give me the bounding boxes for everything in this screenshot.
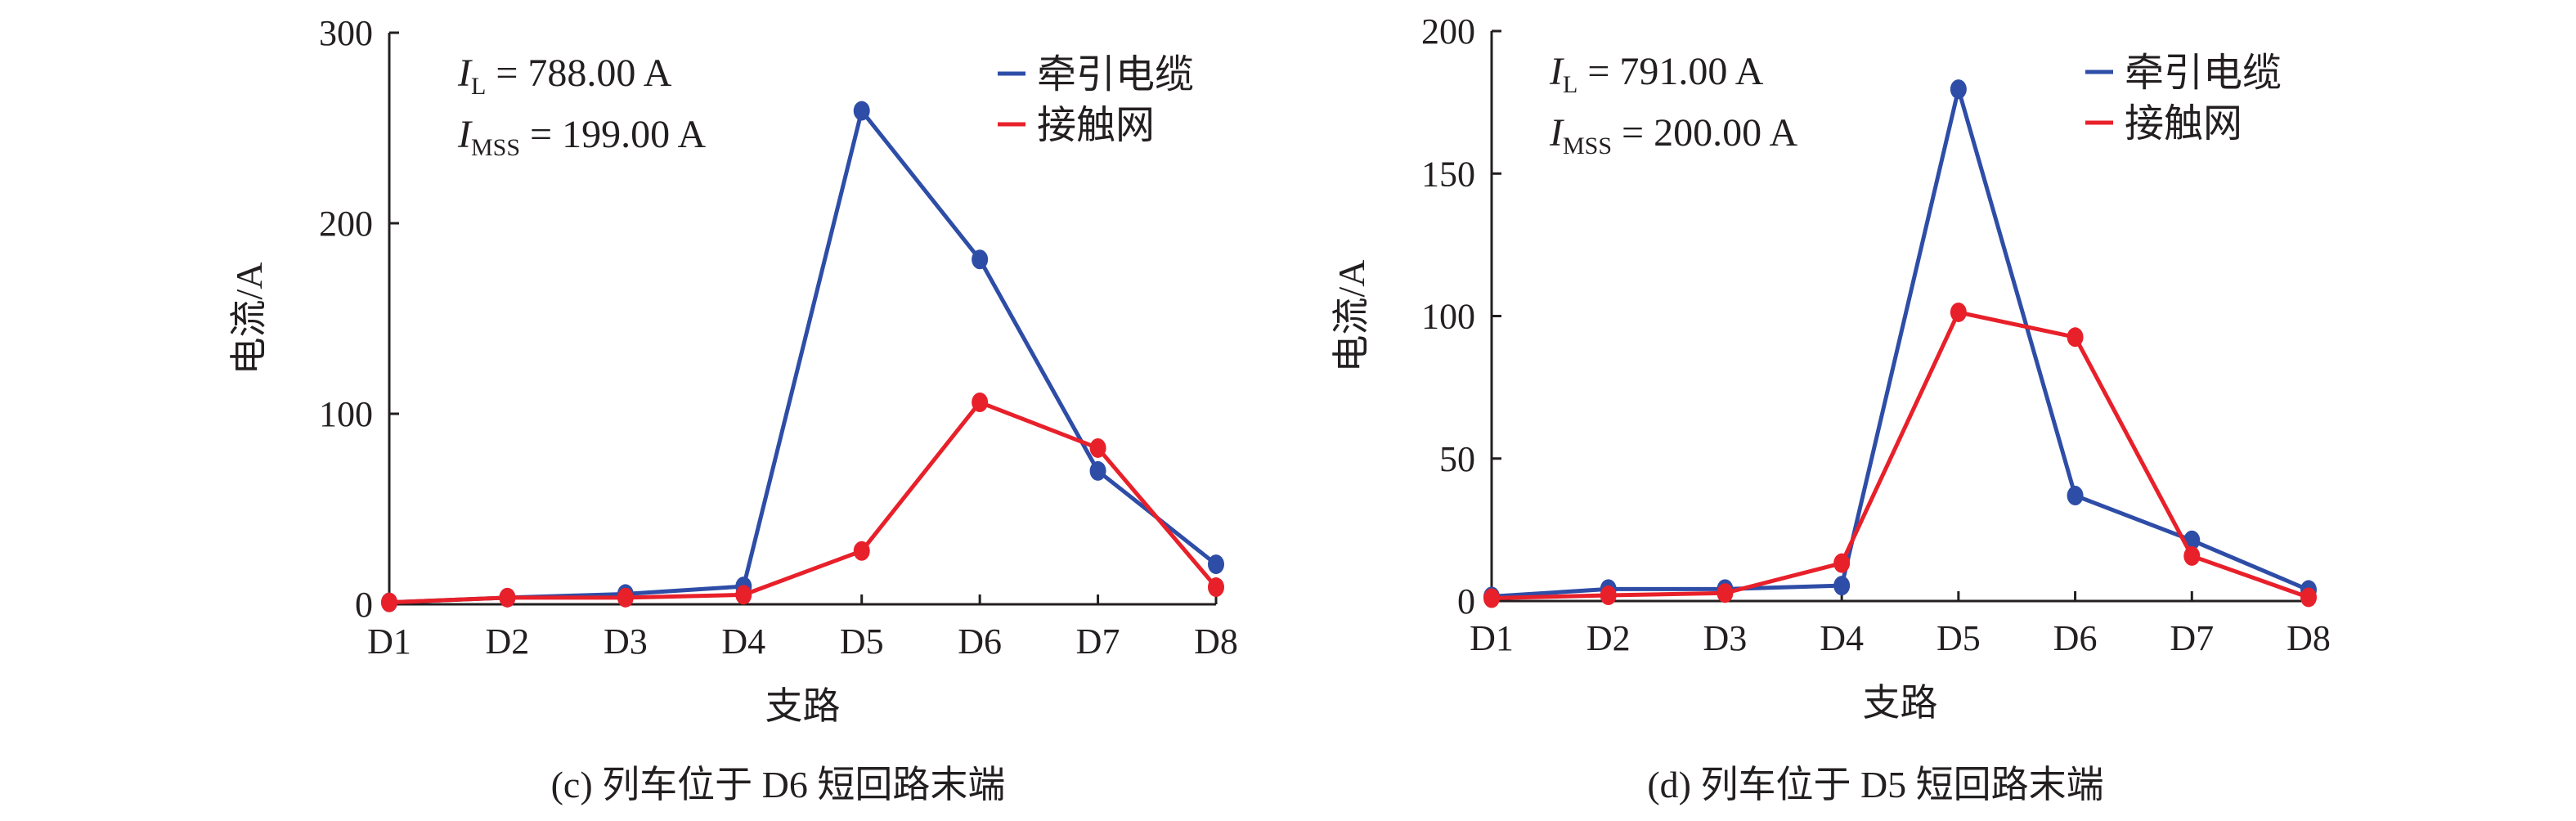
data-point: [1089, 460, 1106, 481]
data-point: [1833, 576, 1851, 596]
data-point: [1208, 554, 1224, 575]
y-tick-label: 100: [319, 394, 373, 434]
x-tick-label: D7: [2170, 618, 2214, 658]
legend-label: 牵引电缆: [1037, 53, 1194, 96]
il-symbol: I: [1549, 50, 1564, 93]
x-tick-label: D1: [367, 621, 411, 662]
x-tick-label: D2: [486, 621, 530, 662]
series-catenary: [1483, 302, 2317, 608]
il-value: = 791.00 A: [1577, 50, 1763, 93]
x-tick-label: D3: [1703, 618, 1748, 658]
data-point: [1950, 302, 1967, 322]
data-point: [2300, 587, 2317, 608]
imss-value: = 199.00 A: [520, 113, 706, 156]
figure-caption: (c) 列车位于 D6 短回路末端: [551, 764, 1006, 805]
imss-annotation: IMSS = 200.00 A: [1549, 111, 1797, 159]
data-point: [2183, 545, 2201, 566]
x-tick-label: D5: [840, 621, 884, 662]
x-tick-label: D8: [1194, 621, 1238, 662]
data-point: [735, 585, 752, 605]
data-point: [1483, 588, 1500, 608]
data-point: [617, 587, 634, 608]
y-axis-label: 电流/A: [1331, 260, 1372, 373]
data-point: [972, 249, 989, 270]
x-tick-label: D6: [2053, 618, 2098, 658]
imss-annotation: IMSS = 199.00 A: [457, 113, 706, 161]
x-axis-label: 支路: [1863, 682, 1938, 724]
x-tick-label: D7: [1076, 621, 1120, 662]
series-line: [1491, 87, 2309, 599]
il-value: = 788.00 A: [486, 52, 671, 95]
data-point: [1208, 577, 1224, 598]
series-traction-cable: [381, 101, 1224, 612]
il-symbol: I: [457, 52, 473, 95]
x-axis-label: 支路: [765, 685, 841, 727]
il-annotation: IL = 788.00 A: [457, 52, 672, 100]
data-point: [1089, 437, 1106, 458]
x-tick-label: D1: [1470, 618, 1514, 658]
y-tick-label: 100: [1421, 297, 1475, 337]
x-tick-label: D5: [1936, 618, 1981, 658]
data-point: [1833, 553, 1851, 573]
data-point: [381, 592, 397, 612]
series-line: [388, 400, 1218, 605]
il-annotation: IL = 791.00 A: [1549, 50, 1764, 98]
x-tick-label: D3: [604, 621, 648, 662]
data-point: [499, 587, 516, 608]
data-point: [1717, 583, 1734, 603]
data-point: [853, 101, 870, 121]
x-tick-label: D4: [721, 621, 765, 662]
imss-value: = 200.00 A: [1612, 111, 1797, 155]
data-point: [2067, 486, 2084, 506]
chart-c: 0 100 200 300 D1 D2 D3 D4 D5 D6 D7 D8 支路 电流/A (c) 列车位于…: [228, 13, 1238, 805]
series-line: [1491, 310, 2309, 601]
imss-subscript: MSS: [1563, 132, 1612, 159]
figure-caption: (d) 列车位于 D5 短回路末端: [1647, 764, 2103, 805]
y-tick-label: 50: [1439, 439, 1475, 479]
chart-d: 0 50 100 150 200 D1 D2 D3 D4 D5 D6 D7 D8 支路 电流/A (d) 列车…: [1331, 11, 2331, 805]
legend-label: 牵引电缆: [2125, 52, 2282, 95]
data-point: [2067, 327, 2084, 348]
y-tick-label: 150: [1421, 154, 1475, 194]
legend-label: 接触网: [1037, 104, 1155, 147]
data-point: [853, 541, 870, 561]
imss-subscript: MSS: [471, 134, 520, 161]
il-subscript: L: [1563, 71, 1577, 98]
x-tick-label: D8: [2287, 618, 2331, 658]
legend-label: 接触网: [2125, 102, 2242, 146]
il-subscript: L: [471, 73, 486, 100]
y-axis-label: 电流/A: [228, 262, 270, 375]
y-tick-label: 200: [1421, 11, 1475, 52]
imss-symbol: I: [1549, 111, 1564, 155]
x-tick-label: D4: [1820, 618, 1864, 658]
y-tick-label: 300: [319, 13, 373, 53]
y-tick-label: 0: [355, 585, 373, 625]
x-tick-label: D6: [958, 621, 1002, 662]
data-point: [1950, 79, 1967, 100]
series-line: [388, 109, 1218, 605]
data-point: [972, 393, 989, 413]
x-tick-label: D2: [1586, 618, 1631, 658]
data-point: [1600, 585, 1617, 606]
y-tick-label: 200: [319, 204, 373, 244]
series-catenary: [381, 393, 1224, 612]
y-tick-label: 0: [1457, 581, 1475, 621]
imss-symbol: I: [457, 113, 473, 156]
